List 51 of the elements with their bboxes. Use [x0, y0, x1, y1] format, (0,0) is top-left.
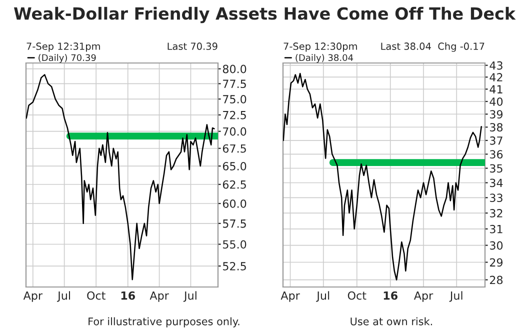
y-tick-label: 41 [490, 85, 502, 94]
y-tick-label: 31 [490, 224, 502, 234]
x-tick-label: Apr [280, 292, 300, 302]
y-tick-label: 32 [490, 209, 502, 218]
y-tick-label: 35 [490, 164, 502, 173]
text: Use at own risk. [350, 317, 432, 326]
legend-label: (Daily) 38.04 [296, 54, 354, 63]
x-tick-label: Apr [414, 292, 434, 302]
y-tick-label: 37 [490, 136, 502, 145]
text: Last 70.39 [168, 42, 218, 50]
y-tick-label: 75.0 [223, 95, 246, 104]
y-tick-label: 42 [490, 73, 502, 82]
legend-label: (Daily) 70.39 [38, 54, 96, 63]
y-tick-label: 67.5 [222, 144, 246, 153]
text: For illustrative purposes only. [88, 317, 240, 328]
text: Weak-Dollar Friendly Assets Have Come Off The Deck [14, 6, 516, 24]
y-tick-label: 77.5 [223, 80, 246, 88]
y-tick-label: 36 [490, 150, 503, 159]
y-tick-label: 60.0 [222, 199, 246, 208]
x-tick-label: Apr [23, 292, 43, 302]
x-tick-label: Apr [150, 292, 169, 302]
line-series [283, 72, 482, 280]
y-tick-label: 52.5 [223, 262, 246, 270]
chart-subtitle: 7-Sep 12:31pm [26, 42, 100, 52]
line-series [26, 74, 215, 280]
y-tick-label: 62.5 [222, 180, 246, 189]
y-tick-label: 65.0 [222, 162, 246, 170]
x-tick-label: Jul [316, 291, 330, 302]
x-tick-label: Oct [348, 291, 366, 300]
y-tick-label: 70.0 [223, 127, 246, 136]
y-tick-label: 40 [490, 97, 503, 106]
x-tick-label: Oct [87, 291, 106, 300]
x-tick-label: Jul [183, 291, 196, 302]
x-tick-label: 16 [121, 291, 136, 300]
y-tick-label: 30 [490, 241, 503, 250]
y-tick-label: 38 [490, 123, 503, 132]
y-tick-label: 72.5 [223, 110, 246, 120]
y-tick-label: 29 [490, 258, 503, 267]
y-tick-label: 33 [490, 194, 502, 202]
y-tick-label: 55.0 [223, 240, 246, 249]
x-tick-label: 16 [384, 291, 398, 300]
chart-subtitle: 7-Sep 12:30pm [284, 42, 357, 52]
y-tick-label: 80.0 [222, 64, 246, 74]
y-tick-label: 34 [490, 178, 503, 188]
x-tick-label: Jul [57, 291, 70, 302]
x-tick-label: Jul [449, 291, 462, 302]
y-tick-label: 57.5 [223, 220, 246, 228]
y-tick-label: 43 [490, 61, 502, 70]
y-tick-label: 39 [490, 110, 503, 119]
text: Last 38.04 Chg -0.17 [381, 42, 484, 52]
y-tick-label: 28 [490, 276, 503, 284]
